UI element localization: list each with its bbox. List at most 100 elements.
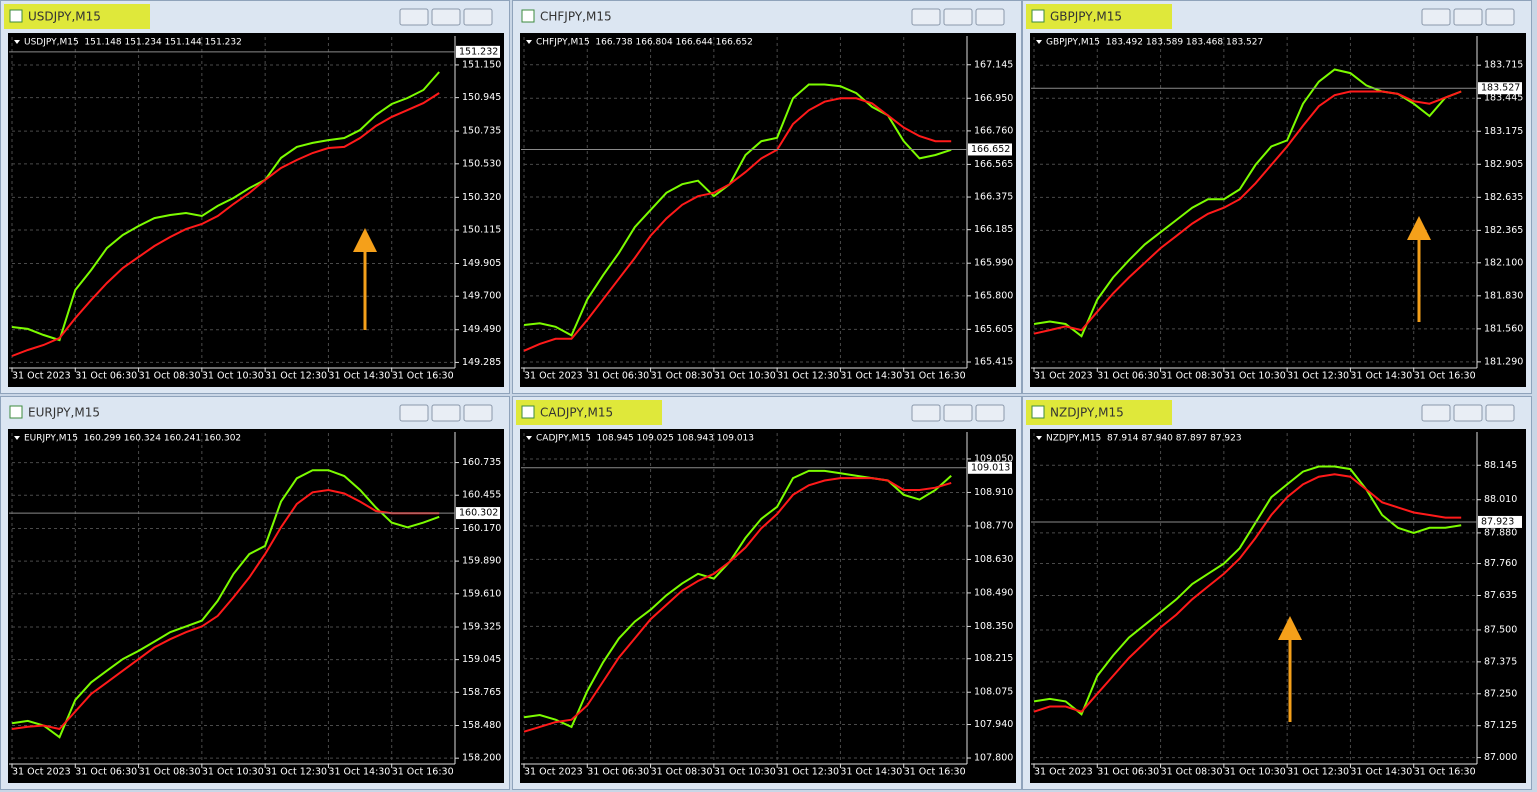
ma-line [1033, 473, 1462, 713]
close-button[interactable] [975, 8, 1005, 26]
y-tick-label: 150.320 [462, 192, 501, 203]
window-icon [521, 405, 535, 419]
close-button[interactable] [463, 8, 493, 26]
y-tick-label: 159.610 [462, 588, 501, 599]
title-highlight [4, 4, 150, 29]
ma-line [523, 477, 952, 733]
y-tick-label: 166.565 [974, 159, 1013, 170]
x-tick-label: 31 Oct 16:30 [392, 767, 454, 778]
x-tick-label: 31 Oct 2023 [524, 371, 583, 382]
x-tick-label: 31 Oct 10:30 [1224, 371, 1286, 382]
x-tick-label: 31 Oct 08:30 [1161, 767, 1223, 778]
window-title: NZDJPY,M15 [1050, 406, 1124, 420]
chart-window[interactable]: NZDJPY,M15 87.000 87.125 87.250 87.375 87.500… [1022, 396, 1532, 790]
maximize-button[interactable] [431, 8, 461, 26]
x-tick-label: 31 Oct 14:30 [840, 371, 902, 382]
info-triangle [526, 436, 532, 440]
info-triangle [14, 40, 20, 44]
x-tick-label: 31 Oct 08:30 [651, 767, 713, 778]
last-price-label: 160.302 [459, 508, 498, 519]
minimize-button[interactable] [911, 404, 941, 422]
close-button[interactable] [975, 404, 1005, 422]
last-price-label: 183.527 [1481, 83, 1520, 94]
x-tick-label: 31 Oct 06:30 [75, 371, 137, 382]
chart-window[interactable]: EURJPY,M15 158.200 158.480 158.765 159.045 15… [0, 396, 510, 790]
minimize-button[interactable] [1421, 8, 1451, 26]
y-tick-label: 87.000 [1484, 752, 1517, 763]
chart-window[interactable]: CHFJPY,M15 165.415 165.605 165.800 165.990 16… [512, 0, 1022, 394]
ma-line [11, 469, 440, 739]
maximize-button[interactable] [943, 8, 973, 26]
x-tick-label: 31 Oct 2023 [12, 371, 71, 382]
close-button[interactable] [463, 404, 493, 422]
y-tick-label: 181.560 [1484, 323, 1523, 334]
x-tick-label: 31 Oct 16:30 [1414, 371, 1476, 382]
y-tick-label: 87.635 [1484, 590, 1517, 601]
y-tick-label: 166.950 [974, 93, 1013, 104]
window-title: CHFJPY,M15 [540, 10, 612, 24]
y-tick-label: 107.940 [974, 719, 1013, 730]
info-triangle [14, 436, 20, 440]
close-button[interactable] [1485, 8, 1515, 26]
chart-info: NZDJPY,M15 87.914 87.940 87.897 87.923 [1046, 434, 1242, 444]
chart-window[interactable]: USDJPY,M15 149.285 149.490 149.700 149.905 15… [0, 0, 510, 394]
x-tick-label: 31 Oct 10:30 [202, 767, 264, 778]
chart-window[interactable]: CADJPY,M15 107.800 107.940 108.075 108.215 10… [512, 396, 1022, 790]
x-tick-label: 31 Oct 06:30 [75, 767, 137, 778]
chart-info: CADJPY,M15 108.945 109.025 108.943 109.0… [536, 434, 754, 444]
maximize-button[interactable] [943, 404, 973, 422]
window-icon [9, 9, 23, 23]
window-icon [1031, 9, 1045, 23]
x-tick-label: 31 Oct 12:30 [1287, 767, 1349, 778]
y-tick-label: 166.185 [974, 224, 1013, 235]
ma-line [523, 83, 952, 337]
x-tick-label: 31 Oct 12:30 [1287, 371, 1349, 382]
x-tick-label: 31 Oct 16:30 [904, 767, 966, 778]
minimize-button[interactable] [399, 404, 429, 422]
y-tick-label: 182.905 [1484, 159, 1523, 170]
x-tick-label: 31 Oct 10:30 [714, 371, 776, 382]
y-tick-label: 165.415 [974, 356, 1013, 367]
chart-area [1030, 429, 1526, 783]
y-tick-label: 109.050 [974, 453, 1013, 464]
y-tick-label: 108.490 [974, 587, 1013, 598]
y-tick-label: 183.175 [1484, 126, 1523, 137]
x-tick-label: 31 Oct 08:30 [139, 767, 201, 778]
maximize-button[interactable] [1453, 404, 1483, 422]
y-tick-label: 108.770 [974, 520, 1013, 531]
ma-line [11, 488, 440, 731]
x-tick-label: 31 Oct 14:30 [328, 371, 390, 382]
chart-area [520, 33, 1016, 387]
y-tick-label: 150.115 [462, 225, 501, 236]
chart-window[interactable]: GBPJPY,M15 181.290 181.560 181.830 182.100 18… [1022, 0, 1532, 394]
y-tick-label: 108.630 [974, 554, 1013, 565]
minimize-button[interactable] [1421, 404, 1451, 422]
y-tick-label: 150.945 [462, 92, 501, 103]
minimize-button[interactable] [911, 8, 941, 26]
last-price-box [1478, 82, 1522, 95]
y-tick-label: 149.490 [462, 324, 501, 335]
y-tick-label: 149.285 [462, 357, 501, 368]
y-tick-label: 87.500 [1484, 624, 1517, 635]
x-tick-label: 31 Oct 16:30 [1414, 767, 1476, 778]
y-tick-label: 107.800 [974, 753, 1013, 764]
x-tick-label: 31 Oct 2023 [524, 767, 583, 778]
y-tick-label: 87.250 [1484, 688, 1517, 699]
x-tick-label: 31 Oct 08:30 [139, 371, 201, 382]
y-tick-label: 87.760 [1484, 558, 1517, 569]
x-tick-label: 31 Oct 2023 [1034, 767, 1093, 778]
y-tick-label: 160.455 [462, 490, 501, 501]
maximize-button[interactable] [1453, 8, 1483, 26]
minimize-button[interactable] [399, 8, 429, 26]
y-tick-label: 165.990 [974, 258, 1013, 269]
ma-line [11, 92, 440, 357]
y-tick-label: 158.200 [462, 753, 501, 764]
y-tick-label: 165.605 [974, 324, 1013, 335]
x-tick-label: 31 Oct 14:30 [1350, 767, 1412, 778]
x-tick-label: 31 Oct 12:30 [777, 371, 839, 382]
chart-info: CHFJPY,M15 166.738 166.804 166.644 166.6… [536, 38, 753, 48]
maximize-button[interactable] [431, 404, 461, 422]
close-button[interactable] [1485, 404, 1515, 422]
chart-info: EURJPY,M15 160.299 160.324 160.241 160.3… [24, 434, 241, 444]
x-tick-label: 31 Oct 16:30 [904, 371, 966, 382]
